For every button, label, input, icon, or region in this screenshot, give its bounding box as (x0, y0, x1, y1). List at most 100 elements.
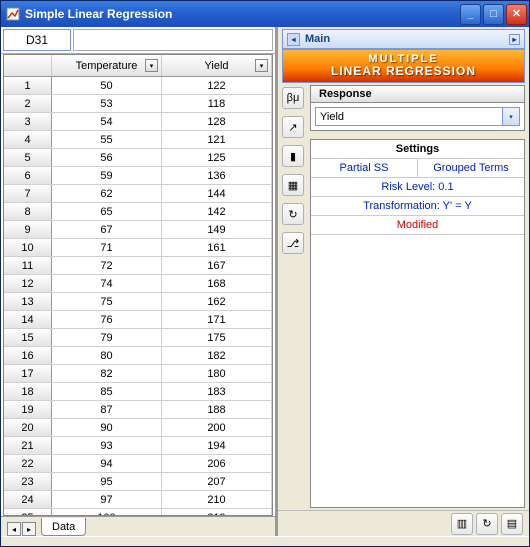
tool-button-1[interactable]: ↗ (282, 116, 304, 138)
row-header[interactable]: 12 (4, 275, 52, 292)
transformation-link[interactable]: Transformation: Y' = Y (311, 197, 524, 216)
cell-temperature[interactable]: 53 (52, 95, 162, 112)
row-header[interactable]: 23 (4, 473, 52, 490)
column-filter-icon[interactable]: ▾ (255, 59, 268, 72)
cell-yield[interactable]: 168 (162, 275, 272, 292)
cell-yield[interactable]: 122 (162, 77, 272, 94)
row-header[interactable]: 17 (4, 365, 52, 382)
cell-yield[interactable]: 121 (162, 131, 272, 148)
tool-button-4[interactable]: ↻ (282, 203, 304, 225)
table-row[interactable]: 1680182 (4, 347, 272, 365)
table-row[interactable]: 1375162 (4, 293, 272, 311)
tool-button-2[interactable]: ▮ (282, 145, 304, 167)
table-row[interactable]: 2294206 (4, 455, 272, 473)
maximize-button[interactable]: □ (483, 4, 504, 25)
row-header[interactable]: 22 (4, 455, 52, 472)
tab-nav-prev[interactable]: ◂ (7, 522, 21, 536)
cell-yield[interactable]: 180 (162, 365, 272, 382)
response-dropdown-icon[interactable]: ▾ (503, 107, 520, 126)
cell-yield[interactable]: 194 (162, 437, 272, 454)
cell-temperature[interactable]: 100 (52, 509, 162, 515)
cell-yield[interactable]: 200 (162, 419, 272, 436)
cell-yield[interactable]: 171 (162, 311, 272, 328)
table-row[interactable]: 967149 (4, 221, 272, 239)
cell-yield[interactable]: 175 (162, 329, 272, 346)
row-header[interactable]: 6 (4, 167, 52, 184)
table-row[interactable]: 762144 (4, 185, 272, 203)
cell-yield[interactable]: 128 (162, 113, 272, 130)
tab-nav-next[interactable]: ▸ (22, 522, 36, 536)
sheet-tab-data[interactable]: Data (41, 518, 86, 536)
cell-temperature[interactable]: 76 (52, 311, 162, 328)
cell-temperature[interactable]: 55 (52, 131, 162, 148)
table-row[interactable]: 150122 (4, 77, 272, 95)
table-row[interactable]: 865142 (4, 203, 272, 221)
cell-temperature[interactable]: 59 (52, 167, 162, 184)
cell-yield[interactable]: 162 (162, 293, 272, 310)
cell-yield[interactable]: 188 (162, 401, 272, 418)
expand-icon[interactable]: ▸ (509, 34, 520, 45)
footer-button-2[interactable]: ▤ (501, 513, 523, 535)
table-row[interactable]: 354128 (4, 113, 272, 131)
row-header[interactable]: 8 (4, 203, 52, 220)
cell-reference[interactable]: D31 (3, 29, 71, 51)
cell-yield[interactable]: 210 (162, 491, 272, 508)
cell-yield[interactable]: 144 (162, 185, 272, 202)
row-header[interactable]: 18 (4, 383, 52, 400)
response-input[interactable] (315, 107, 503, 126)
table-row[interactable]: 2395207 (4, 473, 272, 491)
row-header[interactable]: 4 (4, 131, 52, 148)
cell-yield[interactable]: 182 (162, 347, 272, 364)
row-header[interactable]: 14 (4, 311, 52, 328)
row-header[interactable]: 9 (4, 221, 52, 238)
cell-temperature[interactable]: 54 (52, 113, 162, 130)
cell-temperature[interactable]: 80 (52, 347, 162, 364)
minimize-button[interactable]: _ (460, 4, 481, 25)
cell-yield[interactable]: 206 (162, 455, 272, 472)
cell-temperature[interactable]: 65 (52, 203, 162, 220)
cell-temperature[interactable]: 75 (52, 293, 162, 310)
row-header[interactable]: 13 (4, 293, 52, 310)
tool-button-3[interactable]: ▦ (282, 174, 304, 196)
row-header[interactable]: 11 (4, 257, 52, 274)
row-header[interactable]: 20 (4, 419, 52, 436)
footer-button-0[interactable]: ▥ (451, 513, 473, 535)
grouped-terms-link[interactable]: Grouped Terms (418, 159, 524, 177)
table-row[interactable]: 1476171 (4, 311, 272, 329)
cell-temperature[interactable]: 72 (52, 257, 162, 274)
row-header[interactable]: 21 (4, 437, 52, 454)
table-row[interactable]: 1274168 (4, 275, 272, 293)
column-header-temperature[interactable]: Temperature ▾ (52, 55, 162, 76)
cell-temperature[interactable]: 79 (52, 329, 162, 346)
table-row[interactable]: 1987188 (4, 401, 272, 419)
main-panel-header[interactable]: ◂ Main ▸ (282, 29, 525, 49)
cell-temperature[interactable]: 87 (52, 401, 162, 418)
row-header[interactable]: 10 (4, 239, 52, 256)
table-row[interactable]: 659136 (4, 167, 272, 185)
cell-temperature[interactable]: 93 (52, 437, 162, 454)
table-row[interactable]: 2497210 (4, 491, 272, 509)
cell-temperature[interactable]: 95 (52, 473, 162, 490)
cell-temperature[interactable]: 62 (52, 185, 162, 202)
table-row[interactable]: 556125 (4, 149, 272, 167)
table-row[interactable]: 2090200 (4, 419, 272, 437)
cell-yield[interactable]: 118 (162, 95, 272, 112)
cell-temperature[interactable]: 82 (52, 365, 162, 382)
row-header[interactable]: 19 (4, 401, 52, 418)
formula-input[interactable] (73, 29, 273, 51)
cell-temperature[interactable]: 85 (52, 383, 162, 400)
row-header[interactable]: 3 (4, 113, 52, 130)
cell-temperature[interactable]: 94 (52, 455, 162, 472)
table-row[interactable]: 1172167 (4, 257, 272, 275)
cell-temperature[interactable]: 90 (52, 419, 162, 436)
tool-button-5[interactable]: ⎇ (282, 232, 304, 254)
row-header[interactable]: 7 (4, 185, 52, 202)
footer-button-1[interactable]: ↻ (476, 513, 498, 535)
column-filter-icon[interactable]: ▾ (145, 59, 158, 72)
row-header[interactable]: 15 (4, 329, 52, 346)
cell-yield[interactable]: 125 (162, 149, 272, 166)
column-header-yield[interactable]: Yield ▾ (162, 55, 272, 76)
cell-temperature[interactable]: 56 (52, 149, 162, 166)
cell-yield[interactable]: 207 (162, 473, 272, 490)
row-header[interactable]: 24 (4, 491, 52, 508)
